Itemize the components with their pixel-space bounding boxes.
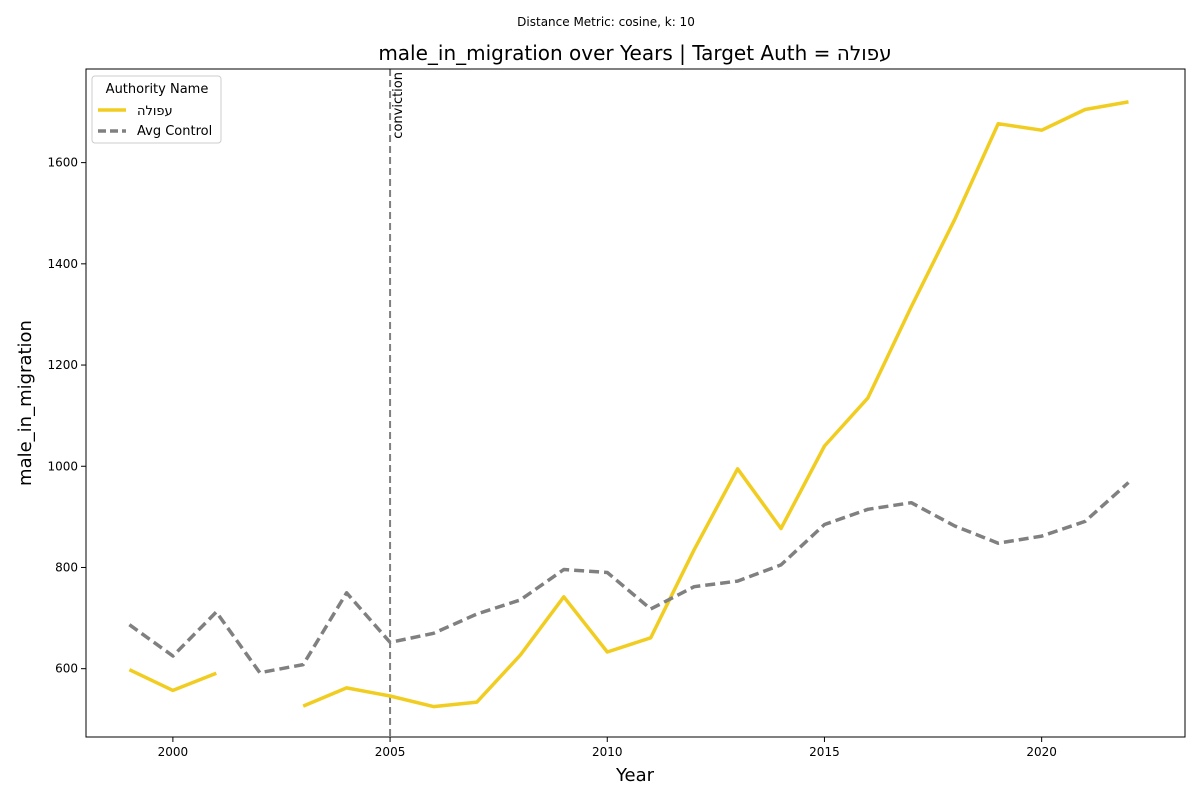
y-tick-label: 1600 [47, 156, 78, 170]
y-tick-label: 1200 [47, 358, 78, 372]
y-tick-label: 800 [55, 560, 78, 574]
axes-frame [85, 68, 1186, 738]
y-axis-ticks: 600 800 1000 1200 1400 1600 [47, 156, 86, 676]
series-line-1-segment-0 [128, 481, 1130, 675]
legend-label-target: עפולה [137, 104, 173, 119]
series-line-0-segment-1 [302, 100, 1129, 709]
series-line-0-segment-0 [128, 668, 217, 693]
x-axis-label: Year [615, 765, 655, 786]
plot-area: conviction [128, 69, 1130, 737]
x-tick-label: 2000 [158, 745, 189, 759]
y-tick-label: 1400 [47, 257, 78, 271]
x-tick-label: 2005 [375, 745, 406, 759]
legend-box [91, 75, 222, 144]
legend-title: Authority Name [106, 82, 209, 97]
x-axis-ticks: 2000 2005 2010 2015 2020 [158, 737, 1057, 759]
x-tick-label: 2015 [809, 745, 840, 759]
chart-title: male_in_migration over Years | Target Au… [378, 41, 891, 65]
y-tick-label: 1000 [47, 459, 78, 473]
legend: Authority Name עפולה Avg Control [91, 75, 222, 144]
x-tick-label: 2010 [592, 745, 623, 759]
legend-label-control: Avg Control [137, 124, 212, 139]
annotation-label-0: conviction [391, 72, 406, 139]
x-tick-label: 2020 [1026, 745, 1057, 759]
y-axis-label: male_in_migration [15, 320, 36, 486]
chart-suptitle: Distance Metric: cosine, k: 10 [517, 15, 695, 29]
y-tick-label: 600 [55, 662, 78, 676]
